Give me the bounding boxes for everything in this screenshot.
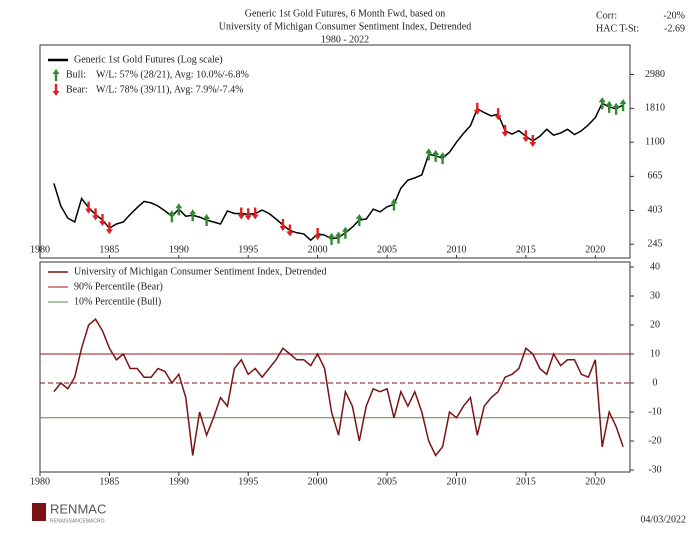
signal-arrow xyxy=(529,134,537,147)
x-tick-label: 2020 xyxy=(585,476,605,487)
y-tick-label: 10 xyxy=(650,348,660,359)
signal-arrow xyxy=(203,213,211,226)
signal-arrow xyxy=(175,203,183,216)
y-tick-label: 1100 xyxy=(645,136,665,147)
signal-arrow xyxy=(612,102,620,115)
logo-icon xyxy=(32,503,46,521)
signal-arrow xyxy=(425,148,433,161)
legend-label: 90% Percentile (Bear) xyxy=(74,281,163,292)
signal-arrow xyxy=(244,208,252,221)
legend-swatch xyxy=(52,69,60,81)
signal-arrow xyxy=(334,231,342,244)
signal-arrow xyxy=(189,209,197,222)
title: Generic 1st Gold Futures, 6 Month Fwd, b… xyxy=(245,8,446,19)
signal-arrow xyxy=(105,222,113,235)
series-line xyxy=(53,102,624,242)
y-tick-label: -20 xyxy=(648,435,661,446)
signal-arrow xyxy=(355,213,363,226)
x-tick-label: 1980 xyxy=(30,476,50,487)
y-tick-label: 245 xyxy=(648,239,663,250)
signal-arrow xyxy=(598,97,606,110)
x-tick-label: 2015 xyxy=(516,244,536,255)
signal-arrow xyxy=(286,224,294,237)
x-tick-label: 1985 xyxy=(99,244,119,255)
x-tick-label: 1990 xyxy=(169,244,189,255)
signal-arrow xyxy=(314,227,322,240)
legend-label: W/L: 78% (39/11), Avg: 7.9%/-7.4% xyxy=(96,84,243,95)
legend-label: Bear: xyxy=(66,84,88,95)
signal-arrow xyxy=(494,108,502,121)
signal-arrow xyxy=(251,207,259,220)
x-tick-label: 2005 xyxy=(377,476,397,487)
x-tick-label: 2010 xyxy=(446,476,466,487)
signal-arrow xyxy=(98,213,106,226)
signal-arrow xyxy=(605,100,613,113)
legend-label: W/L: 57% (28/21), Avg: 10.0%/-6.8% xyxy=(96,69,249,80)
plot-frame xyxy=(39,261,631,473)
y-tick-label: -10 xyxy=(648,406,661,417)
signal-arrow xyxy=(279,219,287,232)
signal-arrow xyxy=(501,124,509,137)
signal-arrow xyxy=(473,102,481,115)
y-tick-label: 403 xyxy=(648,205,663,216)
legend-label: Bull: xyxy=(66,69,86,80)
x-tick-label: 1995 xyxy=(238,476,258,487)
y-tick-label: 20 xyxy=(650,319,660,330)
x-tick-label: 1990 xyxy=(169,476,189,487)
legend-label: Generic 1st Gold Futures (Log scale) xyxy=(74,54,223,65)
title: 1980 - 2022 xyxy=(321,34,369,45)
legend-label: 10% Percentile (Bull) xyxy=(74,296,161,307)
x-tick-label: 1995 xyxy=(238,244,258,255)
y-tick-label: 40 xyxy=(650,261,660,272)
x-tick-label: 2015 xyxy=(516,476,536,487)
plot-frame xyxy=(39,44,631,259)
title: University of Michigan Consumer Sentimen… xyxy=(219,21,471,32)
date: 04/03/2022 xyxy=(640,514,686,525)
logo: RENMAC xyxy=(50,501,106,516)
y-tick-label: -30 xyxy=(648,464,661,475)
legend-swatch xyxy=(52,84,60,96)
logo-sub: RENAISSANCEMACRO xyxy=(50,518,105,524)
signal-arrow xyxy=(92,208,100,221)
x-tick-label: 2000 xyxy=(308,476,328,487)
x-tick-label: 1985 xyxy=(99,476,119,487)
signal-arrow xyxy=(619,99,627,112)
x-tick-label: 2005 xyxy=(377,244,397,255)
signal-arrow xyxy=(85,201,93,214)
y-tick-label: 665 xyxy=(648,171,663,182)
x-tick-label: 1980 xyxy=(30,244,50,255)
y-tick-label: 0 xyxy=(653,377,658,388)
signal-arrow xyxy=(432,149,440,162)
stat-value: -2.69 xyxy=(664,23,685,34)
signal-arrow xyxy=(390,198,398,211)
x-tick-label: 2000 xyxy=(308,244,328,255)
signal-arrow xyxy=(439,152,447,165)
series-line xyxy=(53,318,624,457)
signal-arrow xyxy=(237,207,245,220)
stat-label: HAC T-St: xyxy=(596,23,639,34)
x-tick-label: 2010 xyxy=(446,244,466,255)
signal-arrow xyxy=(522,130,530,143)
stat-value: -20% xyxy=(663,10,685,21)
y-tick-label: 30 xyxy=(650,290,660,301)
signal-arrow xyxy=(328,232,336,245)
y-tick-label: 2980 xyxy=(645,69,665,80)
stat-label: Corr: xyxy=(596,10,617,21)
legend-label: University of Michigan Consumer Sentimen… xyxy=(74,266,326,277)
signal-arrow xyxy=(341,226,349,239)
x-tick-label: 2020 xyxy=(585,244,605,255)
y-tick-label: 1810 xyxy=(645,103,665,114)
signal-arrow xyxy=(168,210,176,223)
